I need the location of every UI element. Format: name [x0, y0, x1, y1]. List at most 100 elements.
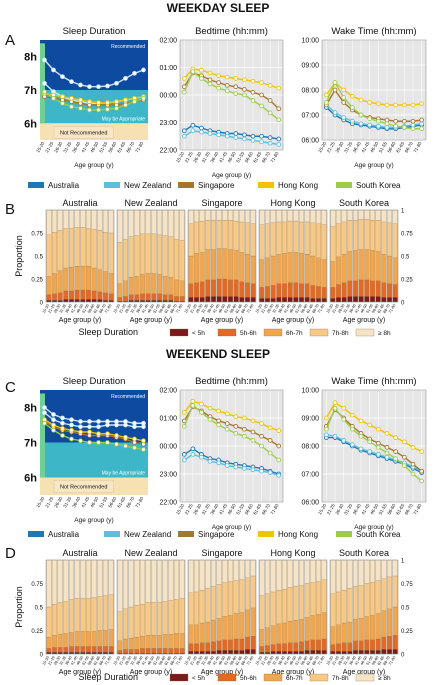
d-bar-australia-61-65-bin1 — [97, 646, 103, 653]
d-bar-hong-kong-56-60-bin0 — [304, 650, 310, 655]
b-bar-new-zealand-66-70-bin1 — [174, 296, 179, 302]
a-bedtime-point-south-korea — [267, 110, 273, 116]
d-bar-singapore-26-30-bin0 — [199, 651, 205, 655]
b-bar-new-zealand-51-55-bin1 — [157, 293, 162, 301]
d-bar-hong-kong-46-50-bin3 — [293, 586, 299, 621]
d-bar-australia-21-25-bin1 — [52, 647, 57, 653]
d-bar-singapore-36-40-bin3 — [211, 586, 216, 621]
b-bar-australia-36-40-bin3 — [69, 228, 74, 268]
a-bedtime-point-australia — [267, 135, 273, 140]
c-bedtime-point-south-korea — [267, 450, 273, 456]
d-bar-new-zealand-31-35-bin1 — [134, 649, 140, 654]
c-bedtime-point-hong-kong — [276, 428, 282, 433]
a-duration-point-hong-kong — [105, 100, 110, 106]
b-bar-australia-41-45-bin2 — [74, 266, 80, 291]
b-xtick-hong-kong-71-80: 71-80 — [317, 304, 325, 314]
d-xtick-australia-61-65: 61-65 — [93, 656, 101, 666]
a-bedtime-point-hong-kong — [242, 77, 247, 83]
b-bar-hong-kong-41-45-bin0 — [287, 297, 293, 303]
b-bar-south-korea-56-60-bin3 — [375, 220, 381, 252]
a-bedtime-point-hong-kong — [216, 73, 221, 79]
b-bar-new-zealand-51-55-bin2 — [157, 274, 162, 294]
b-xtick-hong-kong-36-40: 36-40 — [278, 304, 286, 314]
d-legend-label-bin3: 7h-8h — [332, 675, 349, 682]
b-bar-new-zealand-51-55-bin3 — [157, 234, 162, 275]
b-bar-new-zealand-46-50-bin4 — [151, 209, 157, 235]
b-bar-new-zealand-36-40-bin0 — [140, 300, 145, 303]
d-bar-south-korea-71-80-bin1 — [392, 635, 398, 650]
a-bedtime-point-singapore — [259, 92, 264, 98]
b-xtick-hong-kong-26-30: 26-30 — [266, 304, 274, 314]
b-bar-australia-71-80-bin2 — [108, 273, 114, 294]
a-wake-point-new-zealand — [410, 122, 416, 128]
b-bar-south-korea-26-30-bin4 — [341, 209, 347, 223]
b-bar-hong-kong-51-55-bin0 — [299, 297, 304, 303]
b-legend-label-bin2: 6h-7h — [286, 330, 303, 337]
b-xtick-new-zealand-56-60: 56-60 — [158, 304, 166, 314]
b-bar-hong-kong-41-45-bin1 — [287, 282, 293, 298]
c-wake-ytick-08:00: 08:00 — [301, 444, 319, 451]
c-duration-point-new-zealand — [141, 420, 146, 426]
d-bar-south-korea-66-70-bin3 — [387, 576, 392, 609]
b-bar-singapore-56-60-bin1 — [233, 279, 239, 297]
a-wake-xtick-71-80: 71-80 — [412, 141, 422, 154]
c-bedtime-point-hong-kong — [242, 415, 247, 421]
a-bedtime-xtick-15-20: 15-20 — [175, 151, 185, 164]
c-wake-point-singapore — [384, 445, 390, 450]
b-bar-australia-56-60-bin4 — [91, 209, 97, 230]
c-duration-point-hong-kong — [69, 427, 74, 433]
c-bedtime-point-hong-kong — [267, 425, 273, 431]
b-bar-new-zealand-36-40-bin3 — [140, 233, 145, 275]
d-bar-singapore-41-45-bin0 — [216, 650, 222, 655]
c-wake-point-hong-kong — [367, 422, 373, 428]
b-xtick-australia-51-55: 51-55 — [82, 304, 90, 314]
b-bar-hong-kong-66-70-bin1 — [316, 286, 321, 299]
b-bar-south-korea-66-70-bin2 — [387, 255, 392, 284]
b-bar-hong-kong-46-50-bin3 — [293, 220, 299, 253]
b-legend-label-bin0: < 5h — [192, 330, 205, 337]
d-bar-new-zealand-61-65-bin2 — [168, 634, 174, 649]
c-legend-label-new-zealand: New Zealand — [124, 530, 171, 539]
a-wake-point-hong-kong — [323, 92, 329, 98]
b-bar-hong-kong-41-45-bin2 — [287, 252, 293, 283]
b-xtick-hong-kong-31-35: 31-35 — [272, 304, 280, 314]
c-bedtime-point-hong-kong — [259, 421, 264, 426]
d-bar-singapore-66-70-bin0 — [245, 649, 250, 655]
a-duration-point-australia — [42, 80, 47, 86]
b-bar-australia-31-35-bin2 — [63, 267, 69, 292]
b-bar-australia-61-65-bin0 — [97, 299, 103, 303]
c-bedtime-point-hong-kong — [199, 401, 204, 407]
d-xtick-new-zealand-61-65: 61-65 — [164, 656, 172, 666]
d-xtick-hong-kong-51-55: 51-55 — [295, 656, 303, 666]
b-bar-hong-kong-51-55-bin3 — [299, 221, 304, 254]
b-bar-south-korea-61-65-bin1 — [381, 282, 387, 298]
d-bar-south-korea-36-40-bin2 — [353, 619, 358, 641]
c-duration-point-new-zealand — [78, 419, 83, 424]
b-bar-new-zealand-26-30-bin4 — [128, 209, 134, 237]
b-bar-singapore-61-65-bin3 — [239, 221, 245, 253]
d-bar-singapore-36-40-bin2 — [211, 620, 216, 642]
d-legend-label-bin4: ≥ 8h — [378, 675, 391, 682]
b-bar-south-korea-46-50-bin0 — [364, 296, 370, 303]
a-bedtime-point-australia — [190, 122, 196, 128]
b-bar-singapore-36-40-bin1 — [211, 279, 216, 297]
d-bar-singapore-61-65-bin2 — [239, 612, 245, 640]
a-duration-label-may-be: May be Appropriate — [102, 116, 146, 122]
b-bar-australia-46-50-bin3 — [80, 227, 86, 267]
d-bar-australia-21-25-bin4 — [52, 559, 57, 605]
d-bar-singapore-56-60-bin0 — [233, 650, 239, 655]
a-wake-ytick-08:00: 08:00 — [301, 88, 319, 95]
b-xtick-south-korea-36-40: 36-40 — [349, 304, 357, 314]
d-bar-australia-71-80-bin4 — [108, 559, 114, 595]
b-bar-new-zealand-15-20-bin4 — [117, 209, 123, 243]
d-bar-singapore-41-45-bin1 — [216, 640, 222, 651]
b-bar-hong-kong-56-60-bin2 — [304, 254, 310, 284]
d-xtick-new-zealand-51-55: 51-55 — [153, 656, 161, 666]
d-panel-frame-new-zealand — [116, 559, 186, 655]
b-bar-south-korea-61-65-bin0 — [381, 297, 387, 303]
b-ytick-right-0.5: 0.5 — [401, 255, 410, 261]
b-bar-singapore-36-40-bin3 — [211, 220, 216, 250]
d-bar-south-korea-71-80-bin2 — [392, 606, 398, 636]
c-wake-point-south-korea — [384, 450, 390, 456]
d-bar-south-korea-26-30-bin1 — [341, 642, 347, 652]
